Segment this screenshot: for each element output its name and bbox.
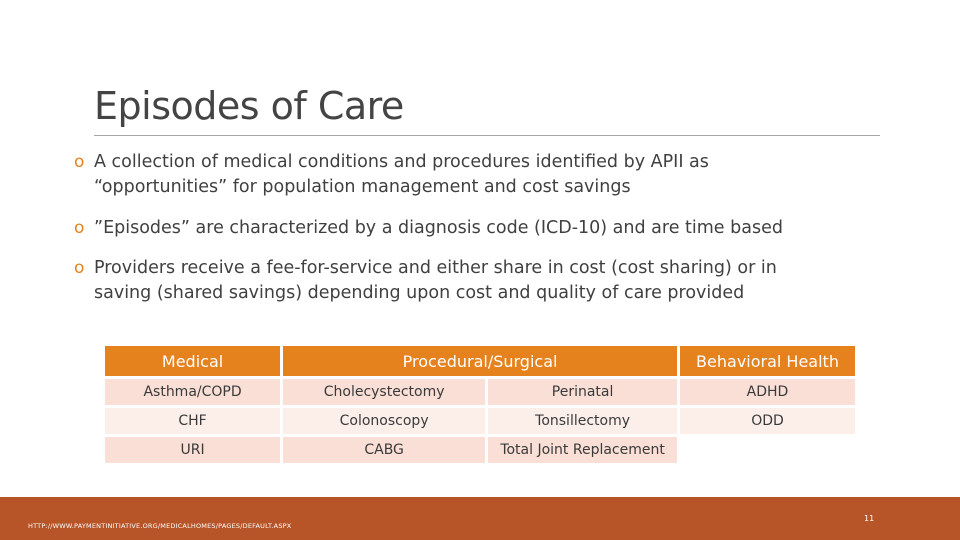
bullet-marker: o xyxy=(74,218,85,238)
slide-number: 11 xyxy=(864,514,875,523)
table-row: CHF Colonoscopy Tonsillectomy ODD xyxy=(105,408,855,434)
header-medical: Medical xyxy=(105,346,281,376)
table-row: URI CABG Total Joint Replacement xyxy=(105,437,855,463)
bullet-item: o Providers receive a fee-for-service and… xyxy=(74,256,777,306)
header-procedural-surgical: Procedural/Surgical xyxy=(283,346,678,376)
table-cell: Cholecystectomy xyxy=(283,379,486,405)
header-behavioral-health: Behavioral Health xyxy=(680,346,855,376)
table-cell: ADHD xyxy=(680,379,855,405)
table-cell-empty xyxy=(680,437,855,463)
bullet-text-line: ”Episodes” are characterized by a diagno… xyxy=(94,218,783,238)
table-cell: Total Joint Replacement xyxy=(488,437,678,463)
table-cell: URI xyxy=(105,437,281,463)
table-cell: Colonoscopy xyxy=(283,408,486,434)
bullet-text-line: saving (shared savings) depending upon c… xyxy=(94,283,745,303)
bullet-marker: o xyxy=(74,258,85,278)
table-row: Asthma/COPD Cholecystectomy Perinatal AD… xyxy=(105,379,855,405)
bullet-item: o ”Episodes” are characterized by a diagn… xyxy=(74,216,783,241)
table-cell: CHF xyxy=(105,408,281,434)
footer-source-link[interactable]: HTTP://WWW.PAYMENTINITIATIVE.ORG/MEDICAL… xyxy=(28,522,292,530)
title-underline xyxy=(94,135,880,136)
table-cell: ODD xyxy=(680,408,855,434)
slide-title: Episodes of Care xyxy=(94,84,404,128)
table-cell: Perinatal xyxy=(488,379,678,405)
bullet-text-line: A collection of medical conditions and p… xyxy=(94,152,709,172)
bullet-marker: o xyxy=(74,152,85,172)
episodes-table: Medical Procedural/Surgical Behavioral H… xyxy=(102,343,858,466)
footer-bar: HTTP://WWW.PAYMENTINITIATIVE.ORG/MEDICAL… xyxy=(0,497,960,540)
bullet-item: o A collection of medical conditions and … xyxy=(74,150,709,200)
table-header-row: Medical Procedural/Surgical Behavioral H… xyxy=(105,346,855,376)
table-cell: CABG xyxy=(283,437,486,463)
bullet-text-line: Providers receive a fee-for-service and … xyxy=(94,258,777,278)
table-cell: Tonsillectomy xyxy=(488,408,678,434)
bullet-text-line: “opportunities” for population managemen… xyxy=(94,177,631,197)
table-cell: Asthma/COPD xyxy=(105,379,281,405)
